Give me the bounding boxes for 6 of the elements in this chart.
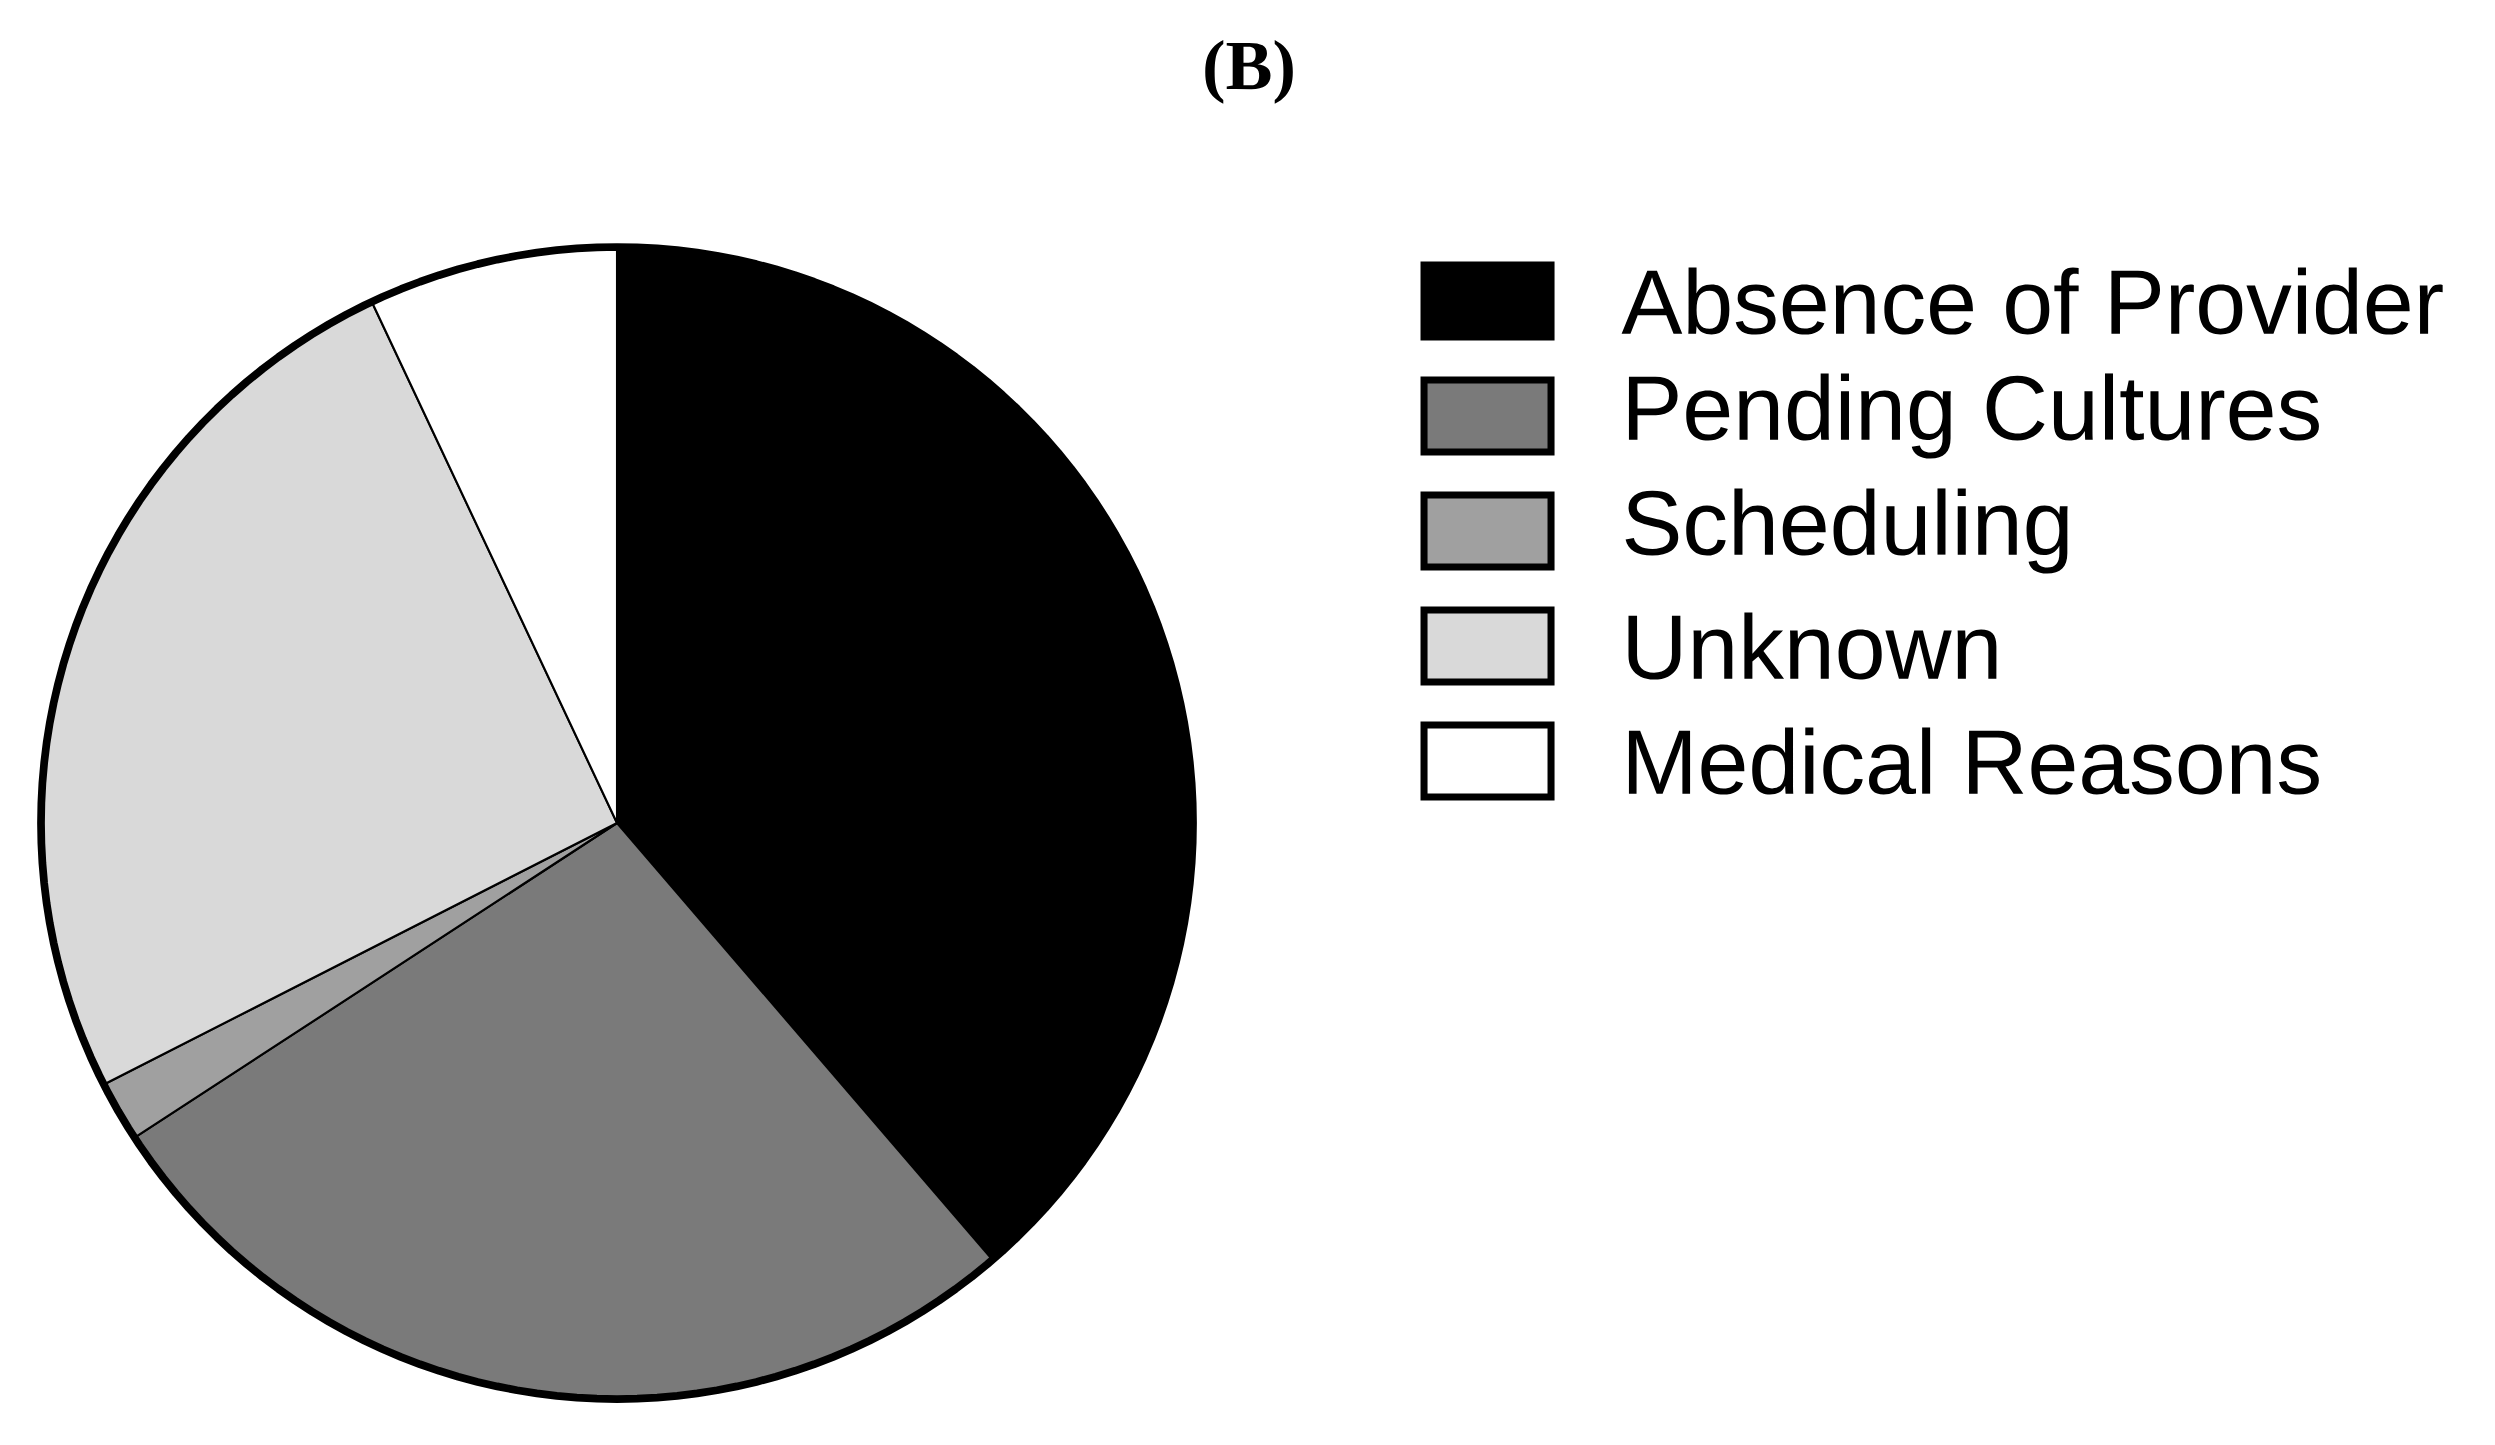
legend-label: Pending Cultures	[1628, 373, 2319, 459]
legend-label: Unknown	[1628, 612, 1997, 680]
legend-label: Scheduling	[1625, 488, 2068, 574]
legend-label: Absence of Provider	[1621, 267, 2443, 335]
chart-title: (B)	[1205, 40, 1293, 104]
legend-label: Medical Reasons	[1628, 727, 2319, 795]
